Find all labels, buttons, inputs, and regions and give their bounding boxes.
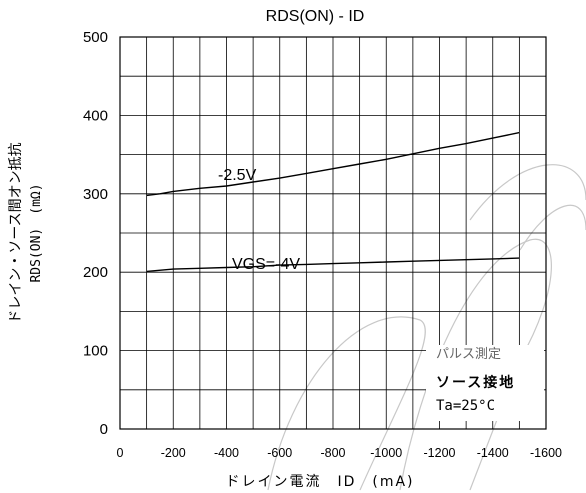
series-line-1 bbox=[146, 257, 520, 273]
series-lines bbox=[146, 131, 520, 273]
annotation-source: ソース接地 bbox=[436, 374, 515, 391]
x-tick-label: -600 bbox=[267, 446, 292, 460]
annotation-temp: Ta=25°C bbox=[436, 398, 495, 414]
chart-title: RDS(ON) - ID bbox=[266, 8, 365, 25]
x-tick-label: -1000 bbox=[370, 446, 402, 460]
watermark-shapes bbox=[267, 164, 586, 491]
series-label-2.5v: -2.5V bbox=[218, 167, 257, 184]
annotation-box-bg bbox=[426, 345, 544, 421]
y-axis-title-line2: RDS(ON) (mΩ) bbox=[29, 183, 44, 282]
series-line-0 bbox=[146, 131, 520, 197]
x-tick-label: -800 bbox=[320, 446, 345, 460]
x-tick-label: -1400 bbox=[477, 446, 509, 460]
y-tick-label: 0 bbox=[100, 421, 108, 438]
series-label-4v: VGS=-4V bbox=[232, 256, 300, 273]
x-tick-label: 0 bbox=[117, 446, 124, 460]
y-tick-label: 500 bbox=[83, 29, 108, 46]
x-tick-label: -200 bbox=[161, 446, 186, 460]
x-tick-label: -400 bbox=[214, 446, 239, 460]
y-axis-title-line1: ドレイン・ソース間オン抵抗 bbox=[8, 142, 24, 323]
x-tick-label: -1200 bbox=[424, 446, 456, 460]
y-tick-label: 100 bbox=[83, 343, 108, 360]
y-tick-label: 400 bbox=[83, 107, 108, 124]
plot-frame bbox=[119, 36, 547, 430]
tick-labels: 0 -200 -400 -600 -800 -1000 -1200 -1400 -1600 0 10… bbox=[83, 29, 562, 460]
x-tick-label: -1600 bbox=[530, 446, 562, 460]
annotation-pulse: パルス測定 bbox=[436, 347, 501, 362]
y-tick-label: 300 bbox=[83, 186, 108, 203]
y-tick-label: 200 bbox=[83, 264, 108, 281]
x-axis-title: ドレイン電流 ID (mA) bbox=[225, 474, 414, 490]
